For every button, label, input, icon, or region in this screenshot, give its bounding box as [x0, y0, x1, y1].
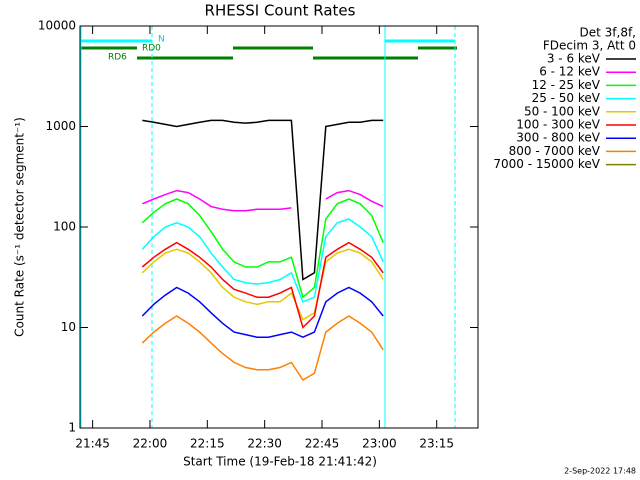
y-tick-label: 10 — [61, 320, 76, 334]
x-tick-label: 22:15 — [190, 437, 225, 451]
series-line — [141, 218, 384, 303]
legend-label: 12 - 25 keV — [532, 78, 601, 92]
legend-label: 300 - 800 keV — [516, 131, 600, 145]
legend-label: 25 - 50 keV — [532, 91, 601, 105]
legend-label: 7000 - 15000 keV — [493, 157, 600, 171]
legend-label: 800 - 7000 keV — [509, 144, 601, 158]
y-tick-label: 100 — [53, 220, 76, 234]
x-axis-label: Start Time (19-Feb-18 21:41:42) — [183, 455, 377, 469]
legend-label: 100 - 300 keV — [516, 118, 600, 132]
x-tick-label: 22:30 — [247, 437, 282, 451]
y-axis-label: Count Rate (s⁻¹ detector segment⁻¹) — [13, 117, 27, 337]
legend-label: 6 - 12 keV — [539, 65, 601, 79]
series-line — [141, 286, 384, 339]
annotation: RD0 — [142, 44, 161, 54]
x-tick-label: 22:45 — [305, 437, 340, 451]
y-tick-label: 1000 — [45, 119, 76, 133]
status-bars: N RD0 RD6 — [80, 26, 457, 428]
series-line — [141, 315, 384, 382]
x-tick-label: 23:00 — [362, 437, 397, 451]
legend-label: 3 - 6 keV — [547, 52, 601, 66]
series-line — [141, 248, 384, 321]
x-tick-label: 21:45 — [75, 437, 110, 451]
legend-header: FDecim 3, Att 0 — [543, 39, 636, 53]
annotation: RD6 — [108, 53, 127, 63]
footer: 2-Sep-2022 17:48 — [564, 467, 636, 476]
x-tick-label: 23:15 — [419, 437, 454, 451]
series-line — [142, 189, 384, 212]
x-tick-label: 22:00 — [133, 437, 168, 451]
y-tick-label: 1 — [68, 421, 76, 435]
y-tick-label: 10000 — [38, 19, 76, 33]
series-line — [141, 241, 384, 329]
annotation: N — [158, 35, 165, 45]
series-line — [142, 119, 384, 281]
legend-header: Det 3f,8f, — [580, 26, 637, 40]
chart-title: RHESSI Count Rates — [205, 2, 356, 20]
series-line — [141, 198, 384, 299]
legend-label: 50 - 100 keV — [524, 104, 601, 118]
